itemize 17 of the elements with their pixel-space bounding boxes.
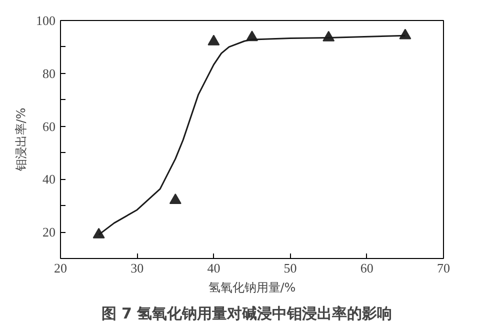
x-axis-title: 氢氧化钠用量/% [208,280,296,294]
point [169,193,182,204]
y-tick-label: 100 [36,13,56,28]
x-tick-label: 20 [54,260,67,276]
y-axis-title: 钼浸出率/% [14,108,28,172]
x-tick-label: 30 [130,260,144,276]
x-tick-label: 50 [284,260,297,276]
x-tick-label: 70 [437,260,450,276]
x-tick-label: 60 [360,260,374,276]
y-tick-label: 40 [42,172,56,187]
y-tick-label: 60 [42,118,56,134]
y-tick-label: 80 [42,66,56,81]
point [208,34,220,46]
point [92,228,105,238]
text: 图 7 氢氧化钠用量对碱浸中钼浸出率的影响 [101,304,392,322]
x-tick-label: 40 [207,260,220,276]
y-tick-label: 20 [42,224,56,240]
